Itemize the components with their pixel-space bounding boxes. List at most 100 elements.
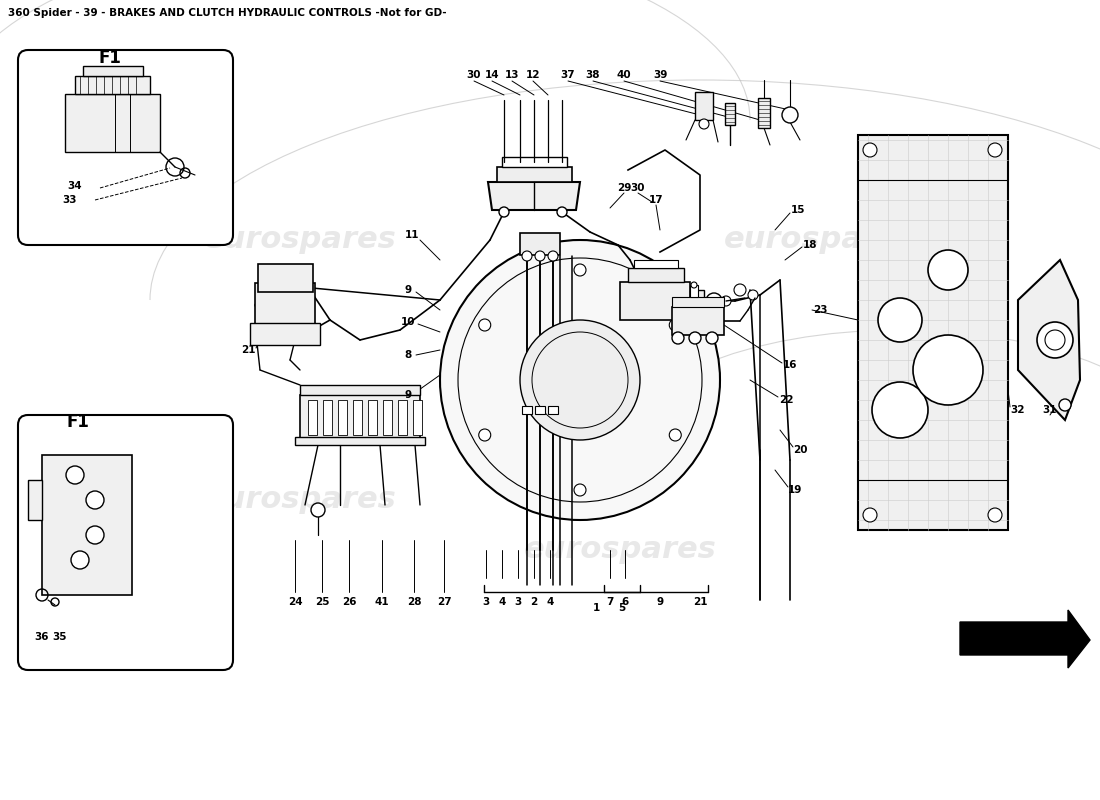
Text: 14: 14 bbox=[485, 70, 499, 80]
Circle shape bbox=[672, 332, 684, 344]
Polygon shape bbox=[28, 480, 42, 520]
Bar bbox=[522, 406, 532, 414]
Text: 27: 27 bbox=[437, 597, 451, 607]
Text: 12: 12 bbox=[526, 70, 540, 80]
Text: 15: 15 bbox=[791, 205, 805, 215]
Text: 21: 21 bbox=[693, 597, 707, 607]
Bar bbox=[398, 400, 407, 435]
Text: eurospares: eurospares bbox=[504, 386, 696, 414]
Circle shape bbox=[872, 382, 928, 438]
Bar bbox=[628, 268, 684, 282]
Bar bbox=[353, 400, 362, 435]
Text: 2: 2 bbox=[530, 597, 538, 607]
Text: 40: 40 bbox=[617, 70, 631, 80]
Text: 41: 41 bbox=[375, 597, 389, 607]
Bar bbox=[535, 406, 544, 414]
Bar bbox=[858, 135, 1008, 530]
Text: 16: 16 bbox=[783, 360, 798, 370]
Circle shape bbox=[698, 119, 710, 129]
Text: 30: 30 bbox=[466, 70, 482, 80]
Text: 1: 1 bbox=[593, 603, 600, 613]
Circle shape bbox=[499, 207, 509, 217]
Text: 9: 9 bbox=[405, 285, 411, 295]
Circle shape bbox=[748, 290, 758, 300]
Text: 11: 11 bbox=[405, 230, 419, 240]
Circle shape bbox=[1059, 399, 1071, 411]
Bar bbox=[323, 400, 332, 435]
Text: 20: 20 bbox=[793, 445, 807, 455]
Text: 39: 39 bbox=[652, 70, 668, 80]
Text: 30: 30 bbox=[630, 183, 646, 193]
Bar bbox=[690, 285, 698, 297]
Circle shape bbox=[913, 335, 983, 405]
Text: eurospares: eurospares bbox=[204, 486, 396, 514]
Circle shape bbox=[689, 332, 701, 344]
Bar bbox=[300, 395, 420, 440]
Bar bbox=[295, 437, 425, 445]
Text: eurospares: eurospares bbox=[724, 226, 916, 254]
Text: 4: 4 bbox=[547, 597, 553, 607]
Text: 32: 32 bbox=[1011, 405, 1025, 415]
Bar bbox=[548, 406, 558, 414]
Text: F1: F1 bbox=[99, 49, 121, 67]
Text: 22: 22 bbox=[779, 395, 793, 405]
Circle shape bbox=[669, 319, 681, 331]
Text: 4: 4 bbox=[498, 597, 506, 607]
Circle shape bbox=[311, 503, 324, 517]
Bar bbox=[258, 264, 314, 292]
Polygon shape bbox=[488, 182, 580, 210]
Circle shape bbox=[66, 466, 84, 484]
Text: 36: 36 bbox=[35, 632, 50, 642]
Bar bbox=[368, 400, 377, 435]
Circle shape bbox=[558, 358, 602, 402]
Text: 28: 28 bbox=[407, 597, 421, 607]
Bar bbox=[672, 307, 724, 335]
Circle shape bbox=[864, 508, 877, 522]
Circle shape bbox=[691, 282, 697, 288]
Circle shape bbox=[1037, 322, 1072, 358]
Bar bbox=[338, 400, 346, 435]
Text: eurospares: eurospares bbox=[204, 226, 396, 254]
Text: F1: F1 bbox=[67, 413, 89, 431]
Circle shape bbox=[557, 207, 566, 217]
Bar bbox=[42, 455, 132, 595]
Circle shape bbox=[669, 429, 681, 441]
Circle shape bbox=[542, 342, 618, 418]
Bar bbox=[634, 260, 678, 268]
Text: 3: 3 bbox=[515, 597, 521, 607]
Circle shape bbox=[520, 320, 640, 440]
Text: 9: 9 bbox=[405, 390, 411, 400]
FancyBboxPatch shape bbox=[18, 415, 233, 670]
Bar bbox=[250, 323, 320, 345]
Bar bbox=[497, 167, 572, 182]
Text: 26: 26 bbox=[342, 597, 356, 607]
Bar bbox=[75, 76, 150, 94]
Circle shape bbox=[86, 491, 104, 509]
Bar bbox=[620, 282, 690, 320]
Circle shape bbox=[928, 250, 968, 290]
Text: 9: 9 bbox=[657, 597, 663, 607]
FancyBboxPatch shape bbox=[18, 50, 233, 245]
Text: 38: 38 bbox=[585, 70, 601, 80]
Text: eurospares: eurospares bbox=[524, 535, 716, 565]
Circle shape bbox=[988, 508, 1002, 522]
Bar bbox=[690, 290, 704, 312]
Circle shape bbox=[440, 240, 720, 520]
Bar bbox=[695, 92, 713, 120]
Text: 17: 17 bbox=[649, 195, 663, 205]
Circle shape bbox=[478, 319, 491, 331]
Bar bbox=[82, 66, 143, 76]
Circle shape bbox=[878, 298, 922, 342]
Text: 23: 23 bbox=[813, 305, 827, 315]
Circle shape bbox=[864, 143, 877, 157]
Text: 33: 33 bbox=[63, 195, 77, 205]
Text: 24: 24 bbox=[288, 597, 302, 607]
Circle shape bbox=[706, 293, 722, 309]
Bar bbox=[672, 297, 724, 307]
Circle shape bbox=[574, 264, 586, 276]
Bar bbox=[758, 98, 770, 128]
Bar bbox=[65, 94, 160, 152]
Text: 5: 5 bbox=[618, 603, 626, 613]
Bar bbox=[520, 233, 560, 255]
Circle shape bbox=[478, 429, 491, 441]
